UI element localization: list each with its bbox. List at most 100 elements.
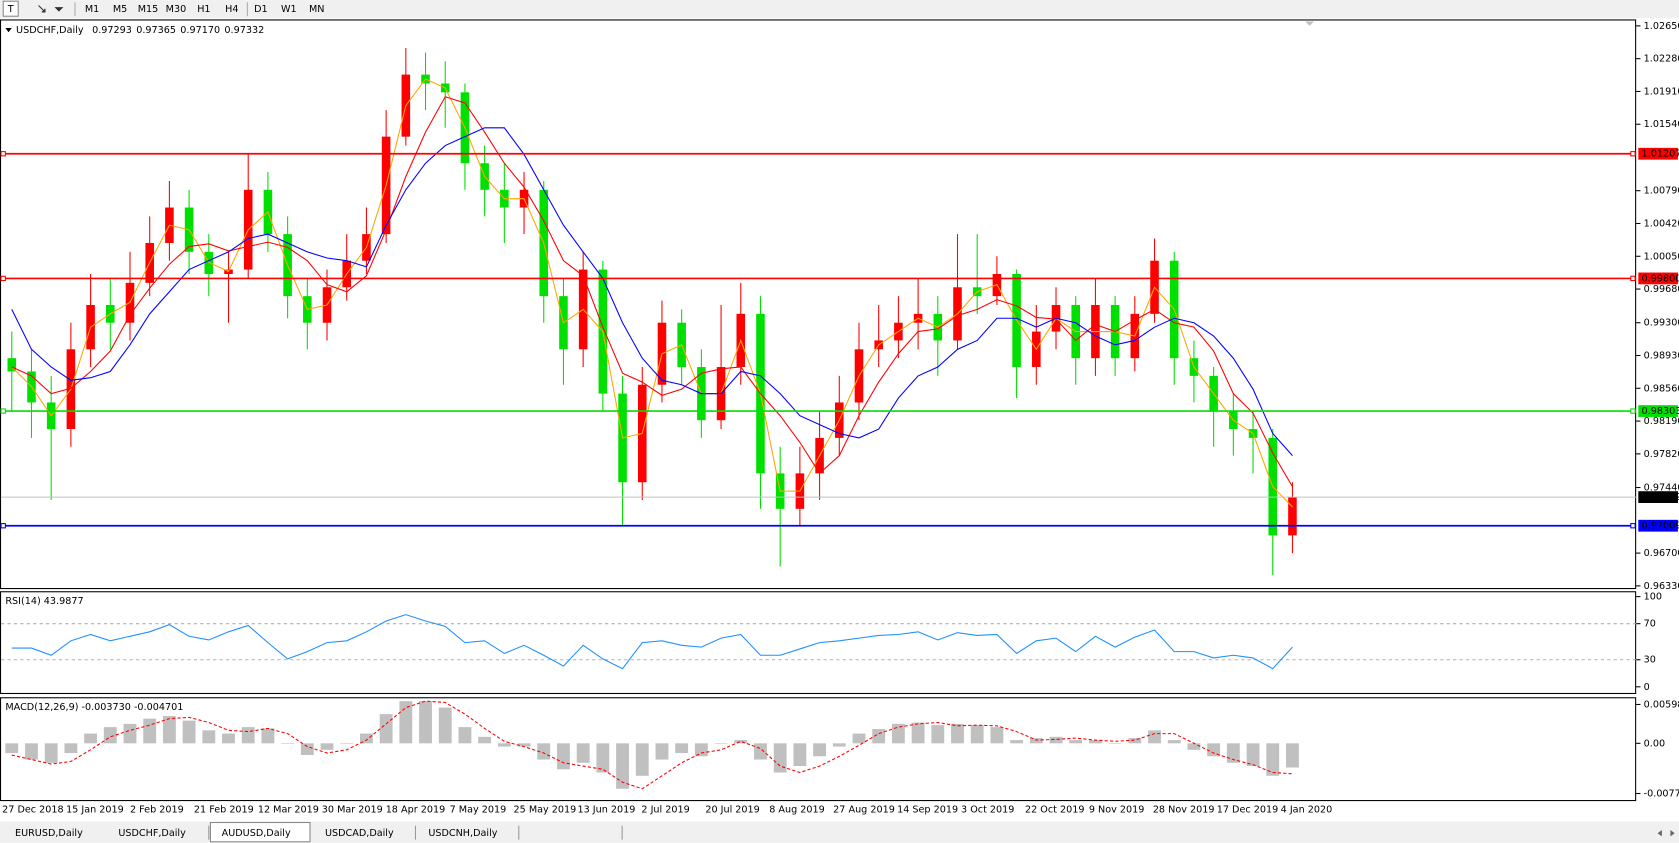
level-handle[interactable] xyxy=(0,151,6,157)
level-handle[interactable] xyxy=(0,523,6,529)
current-price-box xyxy=(1638,491,1678,503)
y-tick-label: 100 xyxy=(1644,592,1662,603)
x-tick-label: 7 May 2019 xyxy=(450,805,507,816)
macd-bar xyxy=(281,743,295,744)
timeframe-button[interactable]: M5 xyxy=(113,4,127,15)
y-tick-label: 0.96330 xyxy=(1644,581,1679,592)
macd-bar xyxy=(1069,740,1083,744)
macd-bar xyxy=(261,728,275,744)
x-tick-label: 4 Jan 2020 xyxy=(1281,805,1333,816)
shift-marker xyxy=(1305,21,1314,26)
macd-bar xyxy=(891,723,905,744)
macd-bar xyxy=(911,722,925,744)
level-handle[interactable] xyxy=(0,275,6,282)
moving-average xyxy=(11,96,1293,487)
symbol-tab[interactable]: USDCAD,Daily xyxy=(325,828,394,839)
tab-bar xyxy=(0,821,1679,843)
macd-bar xyxy=(1246,743,1260,767)
macd-bar xyxy=(596,743,610,773)
symbol-tab[interactable]: EURUSD,Daily xyxy=(15,828,83,839)
macd-bar xyxy=(872,729,886,744)
macd-bar xyxy=(25,743,38,760)
x-tick-label: 20 Jul 2019 xyxy=(705,805,759,816)
level-label: 0.97009 xyxy=(1642,521,1679,532)
macd-bar xyxy=(143,718,157,744)
timeframe-button[interactable]: W1 xyxy=(281,4,297,15)
y-tick-label: 1.01540 xyxy=(1644,119,1679,130)
macd-bar xyxy=(241,727,255,744)
macd-bar xyxy=(438,707,452,744)
level-handle[interactable] xyxy=(1630,408,1636,414)
symbol-tab[interactable]: USDCHF,Daily xyxy=(118,828,186,839)
level-handle[interactable] xyxy=(1630,523,1636,529)
timeframe-button[interactable]: M15 xyxy=(138,4,159,15)
timeframe-button[interactable]: M30 xyxy=(166,4,187,15)
rsi-line xyxy=(11,614,1293,670)
panel-title: MACD(12,26,9) -0.003730 -0.004701 xyxy=(5,702,183,713)
candle-body xyxy=(1288,497,1297,536)
symbol-tab[interactable]: USDCNH,Daily xyxy=(428,828,497,839)
x-tick-label: 22 Oct 2019 xyxy=(1025,805,1085,816)
timeframe-button[interactable]: H1 xyxy=(197,4,210,15)
symbol-tab[interactable]: AUDUSD,Daily xyxy=(222,828,291,839)
level-label-box xyxy=(1638,519,1678,532)
level-handle[interactable] xyxy=(1630,275,1636,282)
level-handle[interactable] xyxy=(1630,151,1636,157)
objects-button[interactable] xyxy=(38,5,64,13)
macd-bar xyxy=(517,743,531,747)
quote-value: 0.97332 xyxy=(224,25,264,36)
macd-bar xyxy=(300,743,314,756)
x-tick-label: 21 Feb 2019 xyxy=(194,805,254,816)
level-label: 0.99800 xyxy=(1642,273,1679,284)
timeframe-button[interactable]: H4 xyxy=(225,4,238,15)
level-label-box xyxy=(1638,405,1678,417)
macd-bar xyxy=(557,743,570,770)
x-tick-label: 15 Jan 2019 xyxy=(66,805,124,816)
macd-bar xyxy=(5,743,19,754)
macd-bar xyxy=(813,743,827,757)
macd-bar xyxy=(1010,740,1024,744)
macd-bar xyxy=(694,743,708,757)
level-handle[interactable] xyxy=(0,408,6,414)
y-tick-label: 1.00420 xyxy=(1644,218,1679,229)
quote-value: 0.97365 xyxy=(136,25,176,36)
timeframe-button[interactable]: MN xyxy=(309,4,325,15)
macd-bar xyxy=(537,743,551,760)
x-tick-label: 3 Oct 2019 xyxy=(961,805,1014,816)
x-tick-label: 2 Feb 2019 xyxy=(130,805,184,816)
text-tool-button[interactable] xyxy=(2,0,19,17)
timeframe-button[interactable]: D1 xyxy=(254,4,268,15)
y-tick-label: 0.00 xyxy=(1644,738,1665,749)
x-tick-label: 27 Aug 2019 xyxy=(833,805,895,816)
macd-bar xyxy=(793,743,807,767)
x-tick-label: 18 Apr 2019 xyxy=(386,805,446,816)
x-tick-label: 25 May 2019 xyxy=(514,805,577,816)
timeframe-button[interactable]: M1 xyxy=(85,4,99,15)
macd-bar xyxy=(1266,743,1280,776)
level-label: 0.98303 xyxy=(1642,406,1679,417)
candle-body xyxy=(7,358,17,372)
chart-title: USDCHF,Daily xyxy=(16,25,84,36)
macd-bar xyxy=(103,727,117,744)
x-tick-label: 30 Mar 2019 xyxy=(322,805,383,816)
macd-bar xyxy=(951,723,964,744)
y-tick-label: 1.02280 xyxy=(1644,54,1679,65)
macd-bar xyxy=(497,743,511,747)
quote-value: 0.97170 xyxy=(180,25,220,36)
symbol-menu-arrow[interactable] xyxy=(5,27,12,33)
macd-bar xyxy=(123,723,137,744)
toolbar xyxy=(0,0,1679,19)
y-tick-label: 70 xyxy=(1644,619,1656,630)
x-tick-label: 12 Mar 2019 xyxy=(258,805,319,816)
level-label-box xyxy=(1638,147,1678,160)
macd-bar xyxy=(1128,738,1142,744)
y-tick-label: 1.02650 xyxy=(1644,21,1679,32)
macd-bar xyxy=(1148,730,1161,744)
active-tab xyxy=(209,821,311,843)
macd-bar xyxy=(1286,743,1299,768)
